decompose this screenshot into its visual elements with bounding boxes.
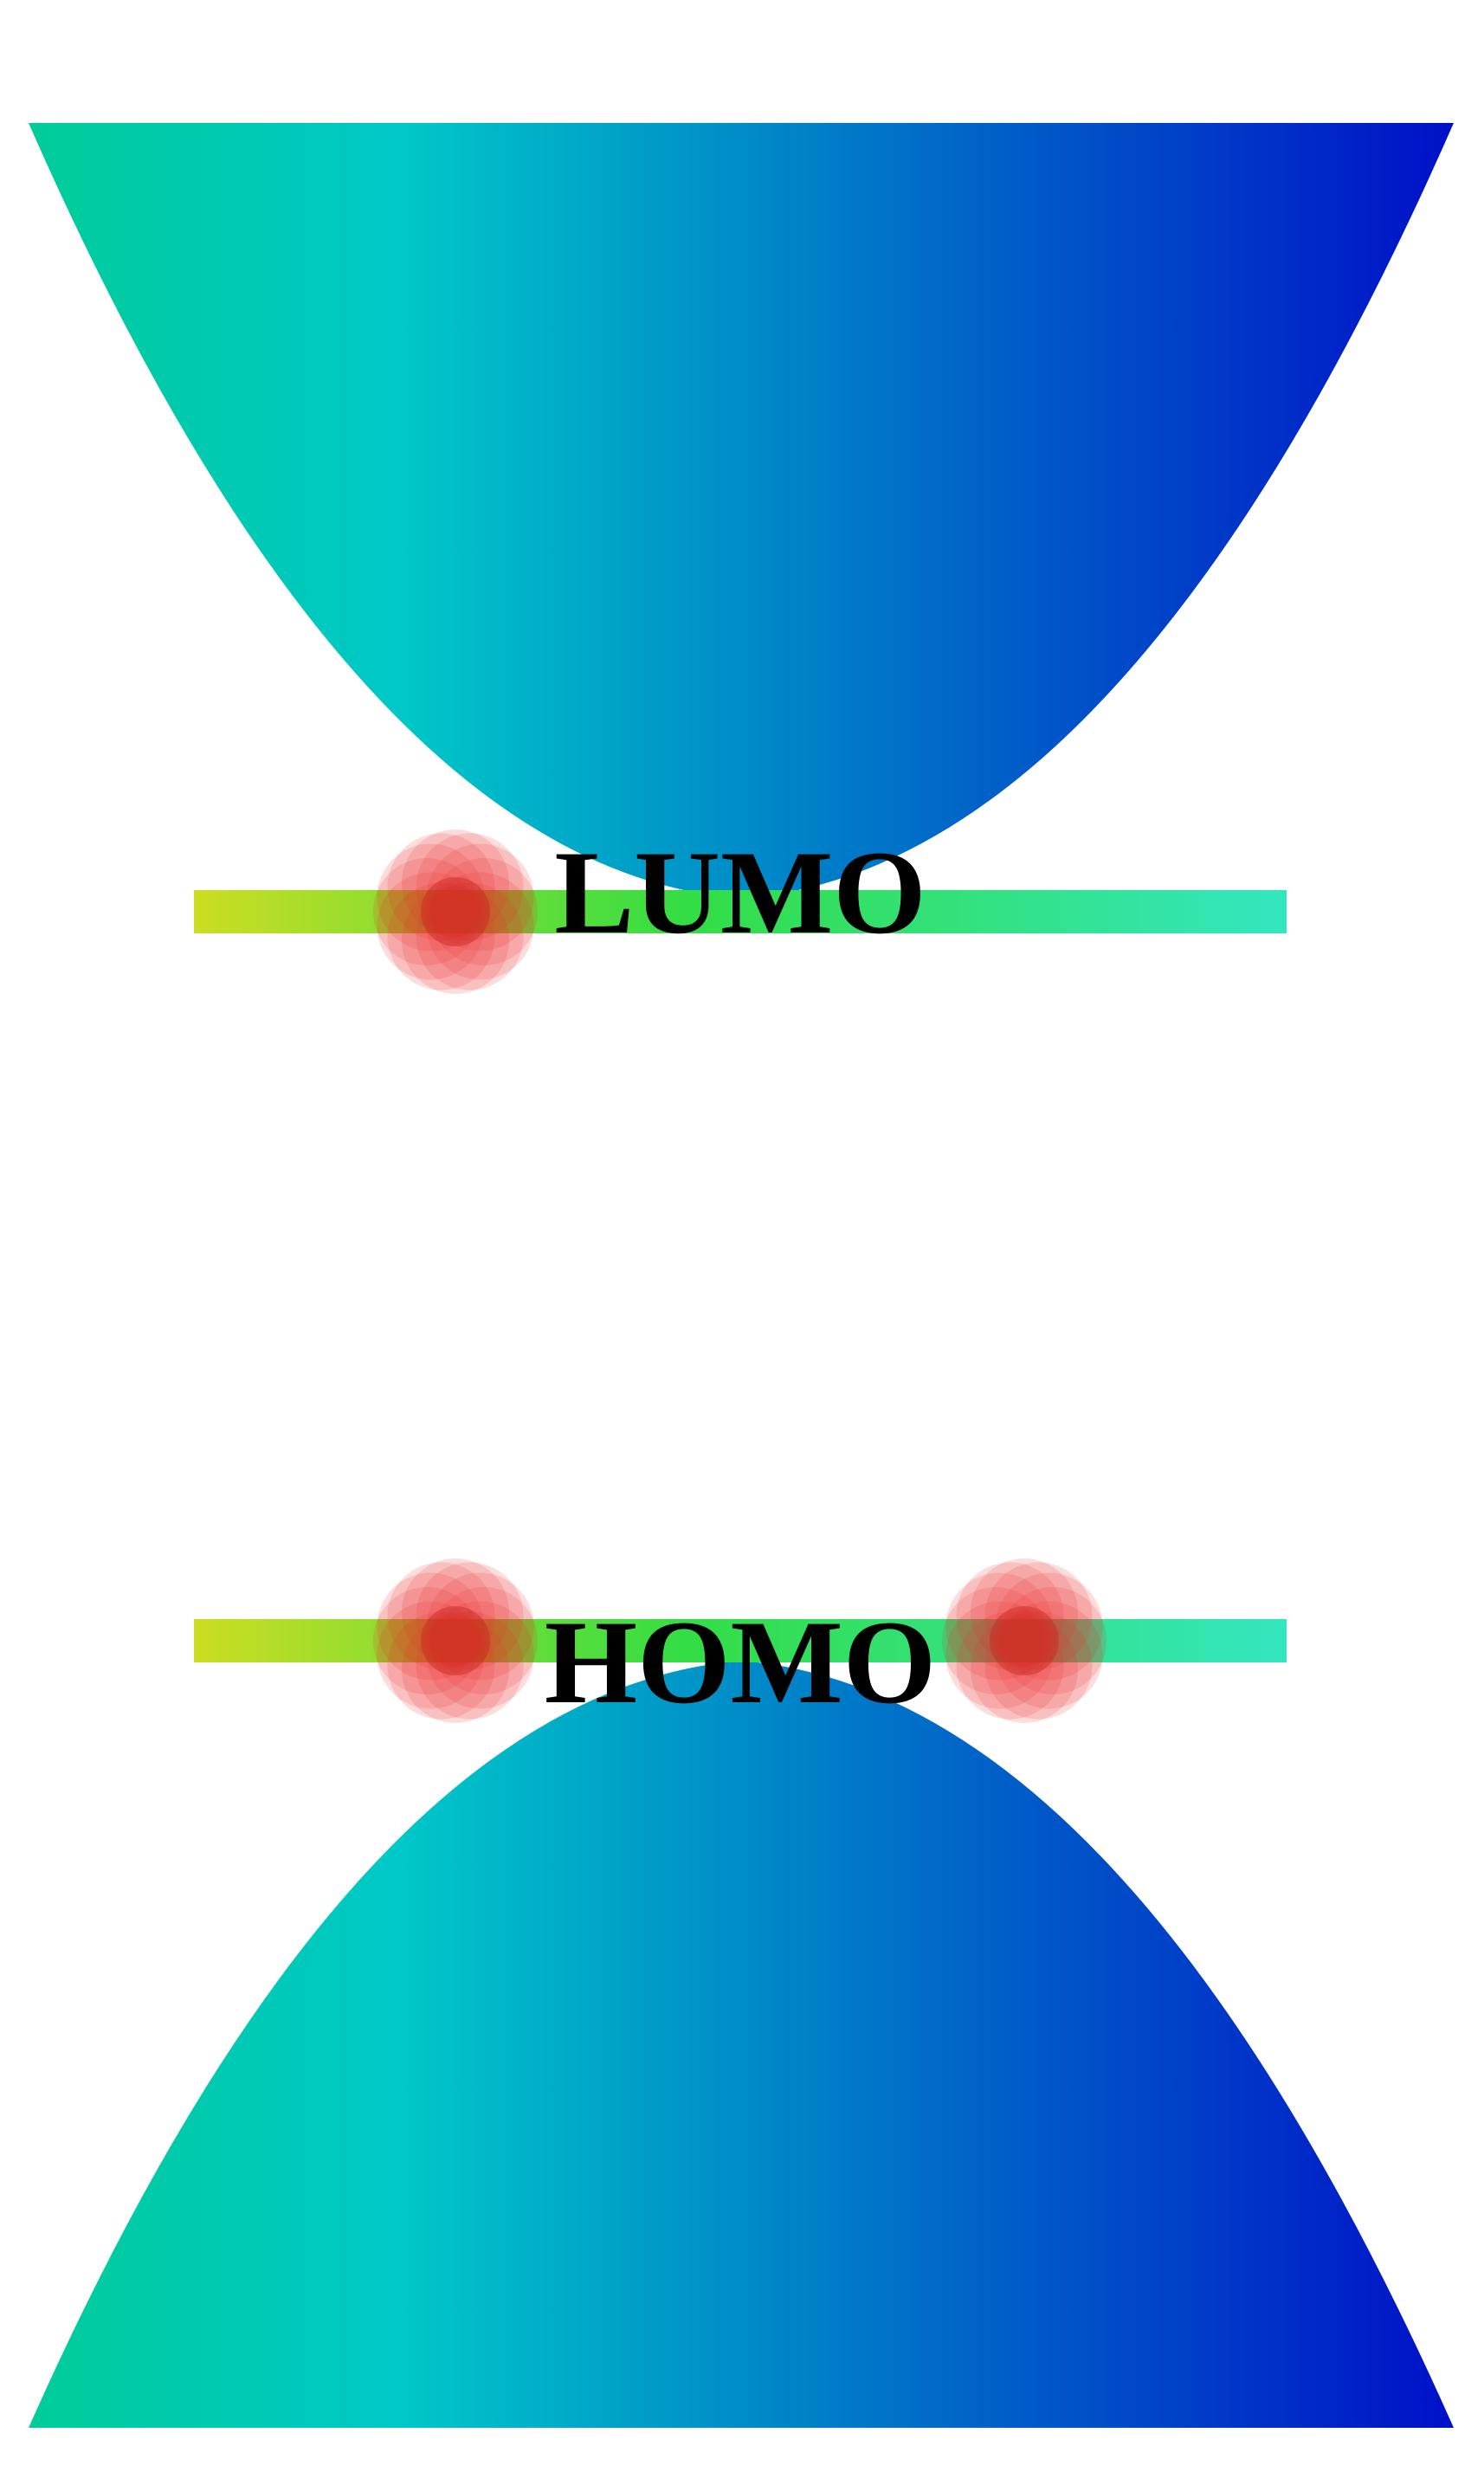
lumo-level-bar <box>194 890 1287 933</box>
homo-label: HOMO <box>545 1596 936 1728</box>
lumo-label: LUMO <box>554 826 926 958</box>
valence-band <box>29 1661 1454 2428</box>
homo-electron-right <box>942 1558 1107 1723</box>
conduction-band <box>29 123 1454 899</box>
homo-electron-left <box>373 1558 538 1723</box>
lumo-electron <box>373 829 538 994</box>
homo-level-bar <box>194 1619 1287 1662</box>
